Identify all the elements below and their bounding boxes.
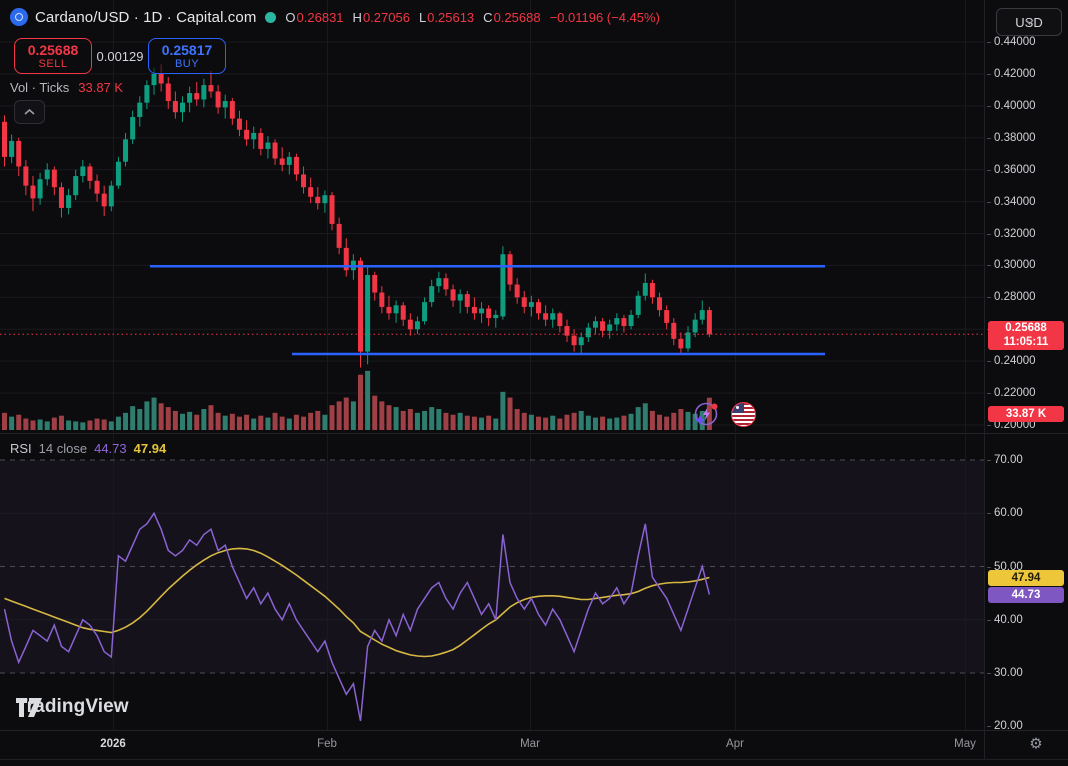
sell-price: 0.25688 [27, 41, 79, 58]
open-label: O [285, 9, 296, 25]
price-chart[interactable] [0, 0, 985, 432]
pane-divider[interactable] [0, 433, 1068, 434]
pane-divider[interactable] [0, 730, 1068, 731]
currency-value: USD [1015, 14, 1043, 30]
rsi-axis[interactable]: 47.94 44.73 70.00 60.00 50.00 40.00 30.00 20.… [985, 0, 1068, 766]
tradingview-logo[interactable]: TradingView [16, 696, 129, 718]
collapse-legend-button[interactable] [14, 100, 45, 124]
rsi-tick-label: 70.00 [987, 454, 1023, 466]
low-label: L [418, 9, 427, 25]
rsi-tick-label: 50.00 [987, 560, 1023, 573]
buy-button[interactable]: 0.25817 BUY [148, 38, 226, 74]
cardano-logo-icon [10, 8, 28, 26]
buy-price: 0.25817 [161, 41, 213, 58]
rsi-tick-label: 20.00 [987, 720, 1023, 733]
price-axis-divider [984, 0, 985, 759]
price-tick-label: 0.30000 [987, 259, 1036, 272]
open-value: 0.26831 [296, 9, 344, 25]
rsi-tick-label: 60.00 [987, 507, 1023, 520]
settings-gear-icon[interactable]: ⚙ [1029, 735, 1043, 753]
chevron-up-icon [24, 109, 35, 115]
currency-selector[interactable]: USD [996, 8, 1062, 36]
spread-value: 0.00129 [96, 48, 144, 64]
buy-label: BUY [174, 57, 200, 70]
rsi-value-badge: 44.73 [988, 587, 1064, 603]
high-label: H [352, 9, 362, 25]
lightning-spark-icon [694, 402, 718, 426]
rsi-tick-label: 40.00 [987, 613, 1023, 626]
rsi-chart[interactable] [0, 434, 985, 730]
symbol-title[interactable]: Cardano/USD · 1D · Capital.com [35, 8, 257, 26]
price-axis[interactable]: 0.25688 11:05:11 33.87 K 0.44000 0.42000 0… [985, 0, 1068, 432]
volume-value: 33.87 K [78, 80, 124, 95]
time-axis-label: 2026 [100, 738, 126, 750]
us-flag-event-icon[interactable] [731, 402, 756, 427]
price-tick-label: 0.40000 [987, 99, 1036, 112]
rsi-ma-badge: 47.94 [988, 570, 1064, 586]
tradingview-logo-text: TradingView [16, 696, 129, 717]
price-tick-label: 0.44000 [987, 36, 1036, 48]
time-axis-label: Apr [726, 738, 744, 750]
price-tick-label: 0.28000 [987, 291, 1036, 304]
symbol-legend: Cardano/USD · 1D · Capital.com O 0.26831 … [10, 8, 660, 26]
price-tick-label: 0.36000 [987, 163, 1036, 176]
close-value: 0.25688 [493, 9, 541, 25]
order-buttons: 0.25688 SELL 0.00129 0.25817 BUY [14, 38, 226, 74]
rsi-tick-label: 30.00 [987, 667, 1023, 679]
time-axis-label: May [954, 738, 976, 750]
price-tick-label: 0.24000 [987, 355, 1036, 368]
price-tick-label: 0.42000 [987, 67, 1036, 80]
chevron-down-icon [1024, 19, 1034, 25]
tradingview-glyph-icon [16, 697, 42, 717]
time-axis[interactable]: 2026 Feb Mar Apr May [0, 731, 1068, 760]
rsi-indicator-params: 14 close [38, 441, 88, 456]
last-price: 0.25688 [1005, 321, 1047, 334]
ai-spark-button[interactable] [693, 401, 719, 427]
low-value: 0.25613 [427, 9, 475, 25]
sell-button[interactable]: 0.25688 SELL [14, 38, 92, 74]
time-axis-label: Feb [317, 738, 337, 750]
flag-canton [732, 403, 744, 413]
last-price-time: 11:05:11 [1003, 335, 1049, 348]
rsi-ma-current-value: 47.94 [133, 441, 167, 456]
volume-axis-badge: 33.87 K [988, 406, 1064, 422]
rsi-indicator-name: RSI [10, 441, 32, 456]
rsi-legend[interactable]: RSI 14 close 44.73 47.94 [10, 441, 166, 456]
high-value: 0.27056 [362, 9, 410, 25]
market-status-icon[interactable] [265, 11, 277, 23]
price-tick-label: 0.38000 [987, 131, 1036, 144]
sell-label: SELL [38, 57, 68, 70]
time-axis-label: Mar [520, 738, 540, 750]
price-tick-label: 0.22000 [987, 387, 1036, 400]
last-price-badge: 0.25688 11:05:11 [988, 321, 1064, 350]
price-tick-label: 0.34000 [987, 195, 1036, 208]
volume-legend: Vol · Ticks 33.87 K [10, 80, 123, 95]
price-tick-label: 0.32000 [987, 227, 1036, 240]
close-label: C [483, 9, 493, 25]
change-value: −0.01196 (−4.45%) [549, 9, 660, 25]
volume-label: Vol · Ticks [10, 80, 70, 95]
rsi-current-value: 44.73 [94, 441, 127, 456]
ohlc-values: O 0.26831 H 0.27056 L 0.25613 C 0.25688 −0.0… [285, 10, 659, 25]
price-tick-label: 0.20000 [987, 419, 1036, 431]
